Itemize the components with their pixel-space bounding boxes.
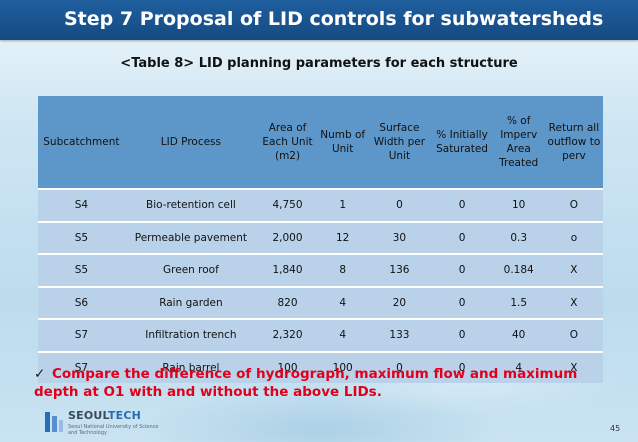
table-cell: 0 bbox=[431, 350, 493, 383]
header-return-outflow: Return all outflow to perv bbox=[544, 96, 603, 189]
table-cell: O bbox=[544, 318, 603, 352]
table-cell: 1 bbox=[317, 188, 368, 222]
note-bullet: ✓ Compare the difference of hydrograph, m… bbox=[34, 365, 604, 401]
table-cell: 136 bbox=[367, 253, 432, 287]
table-cell: Bio-retention cell bbox=[124, 188, 258, 222]
table-cell: 0 bbox=[431, 285, 493, 319]
table-row: S7 Infiltration trench 2,320 4 133 0 40 … bbox=[38, 318, 603, 352]
table-row: S5 Green roof 1,840 8 136 0 0.184 X bbox=[38, 253, 603, 287]
table-cell: 4 bbox=[317, 285, 368, 319]
header-area-each-unit: Area of Each Unit (m2) bbox=[257, 96, 318, 189]
table-cell: 0 bbox=[431, 188, 493, 222]
table-cell: O bbox=[544, 188, 603, 222]
table-header-row: Subcatchment LID Process Area of Each Un… bbox=[38, 96, 603, 189]
table-cell: 0 bbox=[367, 350, 432, 383]
table-cell: 133 bbox=[367, 318, 432, 352]
table-cell: 4 bbox=[492, 350, 545, 383]
header-surface-width: Surface Width per Unit bbox=[367, 96, 432, 189]
header-subcatchment: Subcatchment bbox=[38, 96, 125, 189]
header-number-of-unit: Numb of Unit bbox=[317, 96, 368, 189]
table-cell: 2,000 bbox=[257, 220, 318, 254]
table-cell: Permeable pavement bbox=[124, 220, 258, 254]
table-cell: Rain garden bbox=[124, 285, 258, 319]
table-caption: <Table 8> LID planning parameters for ea… bbox=[120, 56, 518, 71]
logo-tagline: Seoul National University of Science and… bbox=[68, 424, 159, 436]
university-logo: SEOULTECH Seoul National University of S… bbox=[44, 408, 174, 440]
table-cell: S6 bbox=[38, 285, 125, 319]
header-initially-saturated: % Initially Saturated bbox=[431, 96, 493, 189]
table-cell: S7 bbox=[38, 318, 125, 352]
table-cell: 12 bbox=[317, 220, 368, 254]
table-cell: 100 bbox=[257, 350, 318, 383]
table-cell: 8 bbox=[317, 253, 368, 287]
table-cell: 20 bbox=[367, 285, 432, 319]
table-cell: 0 bbox=[431, 220, 493, 254]
table-cell: 30 bbox=[367, 220, 432, 254]
table-cell: S7 bbox=[38, 350, 125, 383]
table-cell: 4,750 bbox=[257, 188, 318, 222]
logo-name-part1: SEOUL bbox=[68, 409, 108, 422]
table-cell: X bbox=[544, 350, 603, 383]
table-row: S7 Rain barrel 100 100 0 0 4 X bbox=[38, 350, 603, 383]
table-cell: 0 bbox=[367, 188, 432, 222]
table-cell: 40 bbox=[492, 318, 545, 352]
lid-parameters-table: Subcatchment LID Process Area of Each Un… bbox=[38, 96, 603, 383]
slide-title: Step 7 Proposal of LID controls for subw… bbox=[64, 8, 604, 30]
table-cell: Infiltration trench bbox=[124, 318, 258, 352]
table-cell: o bbox=[544, 220, 603, 254]
table-cell: 100 bbox=[317, 350, 368, 383]
note-text: Compare the difference of hydrograph, ma… bbox=[34, 366, 578, 400]
logo-name-part2: TECH bbox=[107, 409, 142, 422]
header-imperv-area-treated: % of Imperv Area Treated bbox=[492, 96, 545, 189]
checkmark-icon: ✓ bbox=[34, 366, 46, 382]
table-row: S5 Permeable pavement 2,000 12 30 0 0.3 … bbox=[38, 220, 603, 254]
table-cell: 10 bbox=[492, 188, 545, 222]
table-cell: 2,320 bbox=[257, 318, 318, 352]
table-cell: 0 bbox=[431, 253, 493, 287]
table-row: S4 Bio-retention cell 4,750 1 0 0 10 O bbox=[38, 188, 603, 222]
table-cell: X bbox=[544, 253, 603, 287]
table-cell: 0.3 bbox=[492, 220, 545, 254]
header-lid-process: LID Process bbox=[124, 96, 258, 189]
table-cell: Green roof bbox=[124, 253, 258, 287]
table-cell: S5 bbox=[38, 220, 125, 254]
table-cell: 0.184 bbox=[492, 253, 545, 287]
table-cell: 1.5 bbox=[492, 285, 545, 319]
table-cell: 1,840 bbox=[257, 253, 318, 287]
table-cell: 4 bbox=[317, 318, 368, 352]
title-bar: Step 7 Proposal of LID controls for subw… bbox=[0, 0, 638, 40]
logo-emblem-icon bbox=[45, 412, 63, 432]
table-cell: S5 bbox=[38, 253, 125, 287]
table-cell: Rain barrel bbox=[124, 350, 258, 383]
table-cell: X bbox=[544, 285, 603, 319]
table-cell: 820 bbox=[257, 285, 318, 319]
page-number: 45 bbox=[610, 424, 621, 433]
table-cell: 0 bbox=[431, 318, 493, 352]
table-row: S6 Rain garden 820 4 20 0 1.5 X bbox=[38, 285, 603, 319]
table-cell: S4 bbox=[38, 188, 125, 222]
